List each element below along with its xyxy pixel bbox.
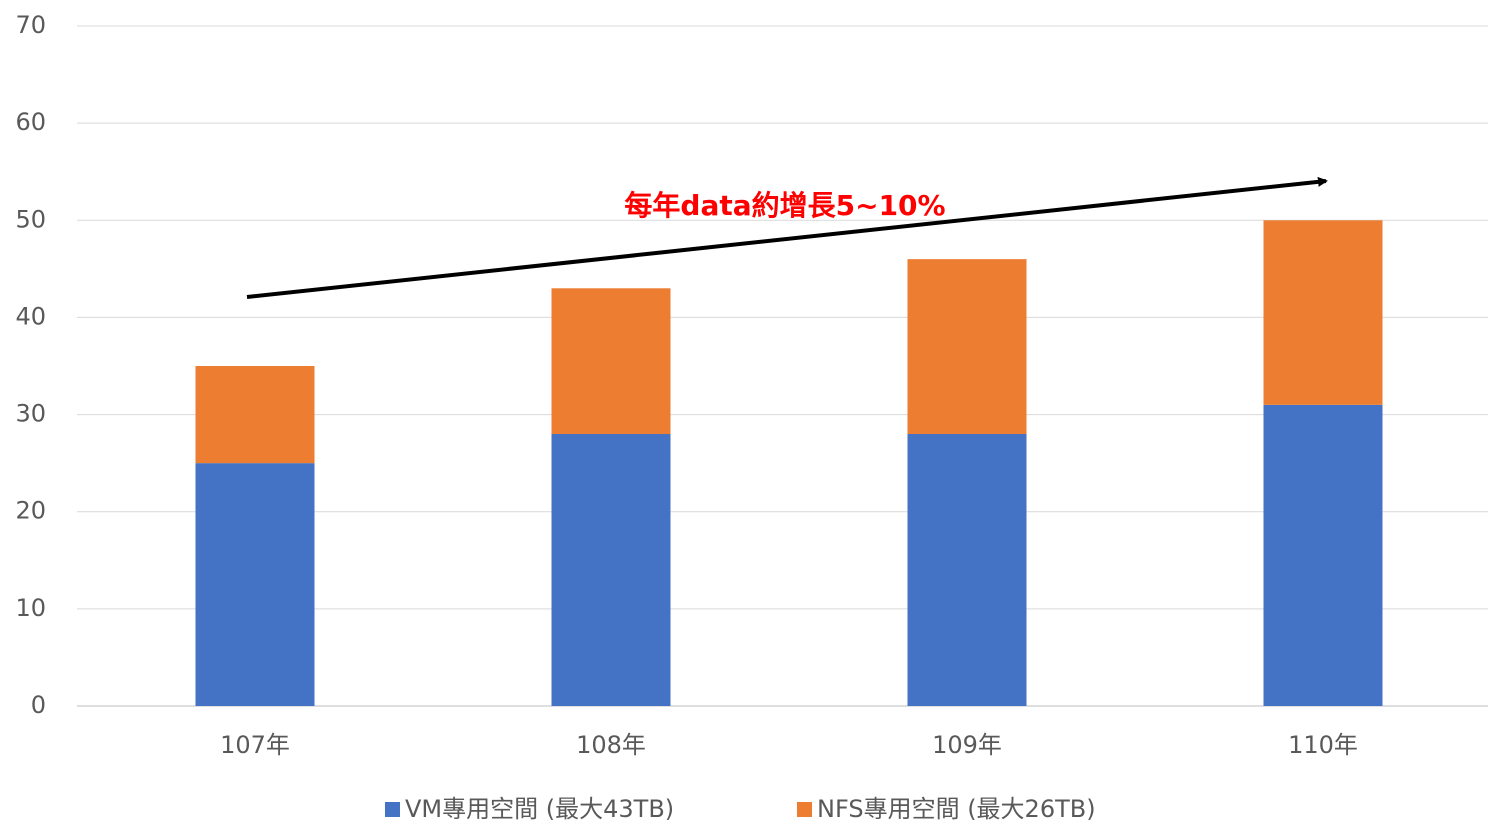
legend-label: NFS專用空間 (最大26TB) [817, 795, 1096, 823]
annotation: 每年data約增長5~10% [624, 189, 945, 222]
x-tick-label: 109年 [932, 731, 1002, 759]
bar-segment [1263, 220, 1383, 405]
y-tick-label: 20 [15, 497, 46, 525]
bar-segment [195, 463, 315, 706]
bar-segment [551, 434, 671, 706]
bar-segment [907, 259, 1027, 434]
y-tick-label: 10 [15, 594, 46, 622]
x-tick-label: 108年 [576, 731, 646, 759]
y-tick-label: 40 [15, 302, 46, 330]
y-tick-label: 70 [15, 11, 46, 39]
legend-swatch [385, 802, 400, 817]
x-tick-label: 110年 [1288, 731, 1358, 759]
bar-segment [551, 288, 671, 434]
y-tick-label: 0 [31, 691, 46, 719]
y-tick-label: 30 [15, 400, 46, 428]
bar-segment [1263, 404, 1383, 706]
x-tick-label: 107年 [220, 731, 290, 759]
legend-label: VM專用空間 (最大43TB) [405, 795, 674, 823]
trend-arrow [246, 176, 1328, 299]
bar-segment [907, 434, 1027, 706]
legend-swatch [797, 802, 812, 817]
y-tick-label: 50 [15, 205, 46, 233]
y-tick-label: 60 [15, 108, 46, 136]
bar-segment [195, 366, 315, 464]
